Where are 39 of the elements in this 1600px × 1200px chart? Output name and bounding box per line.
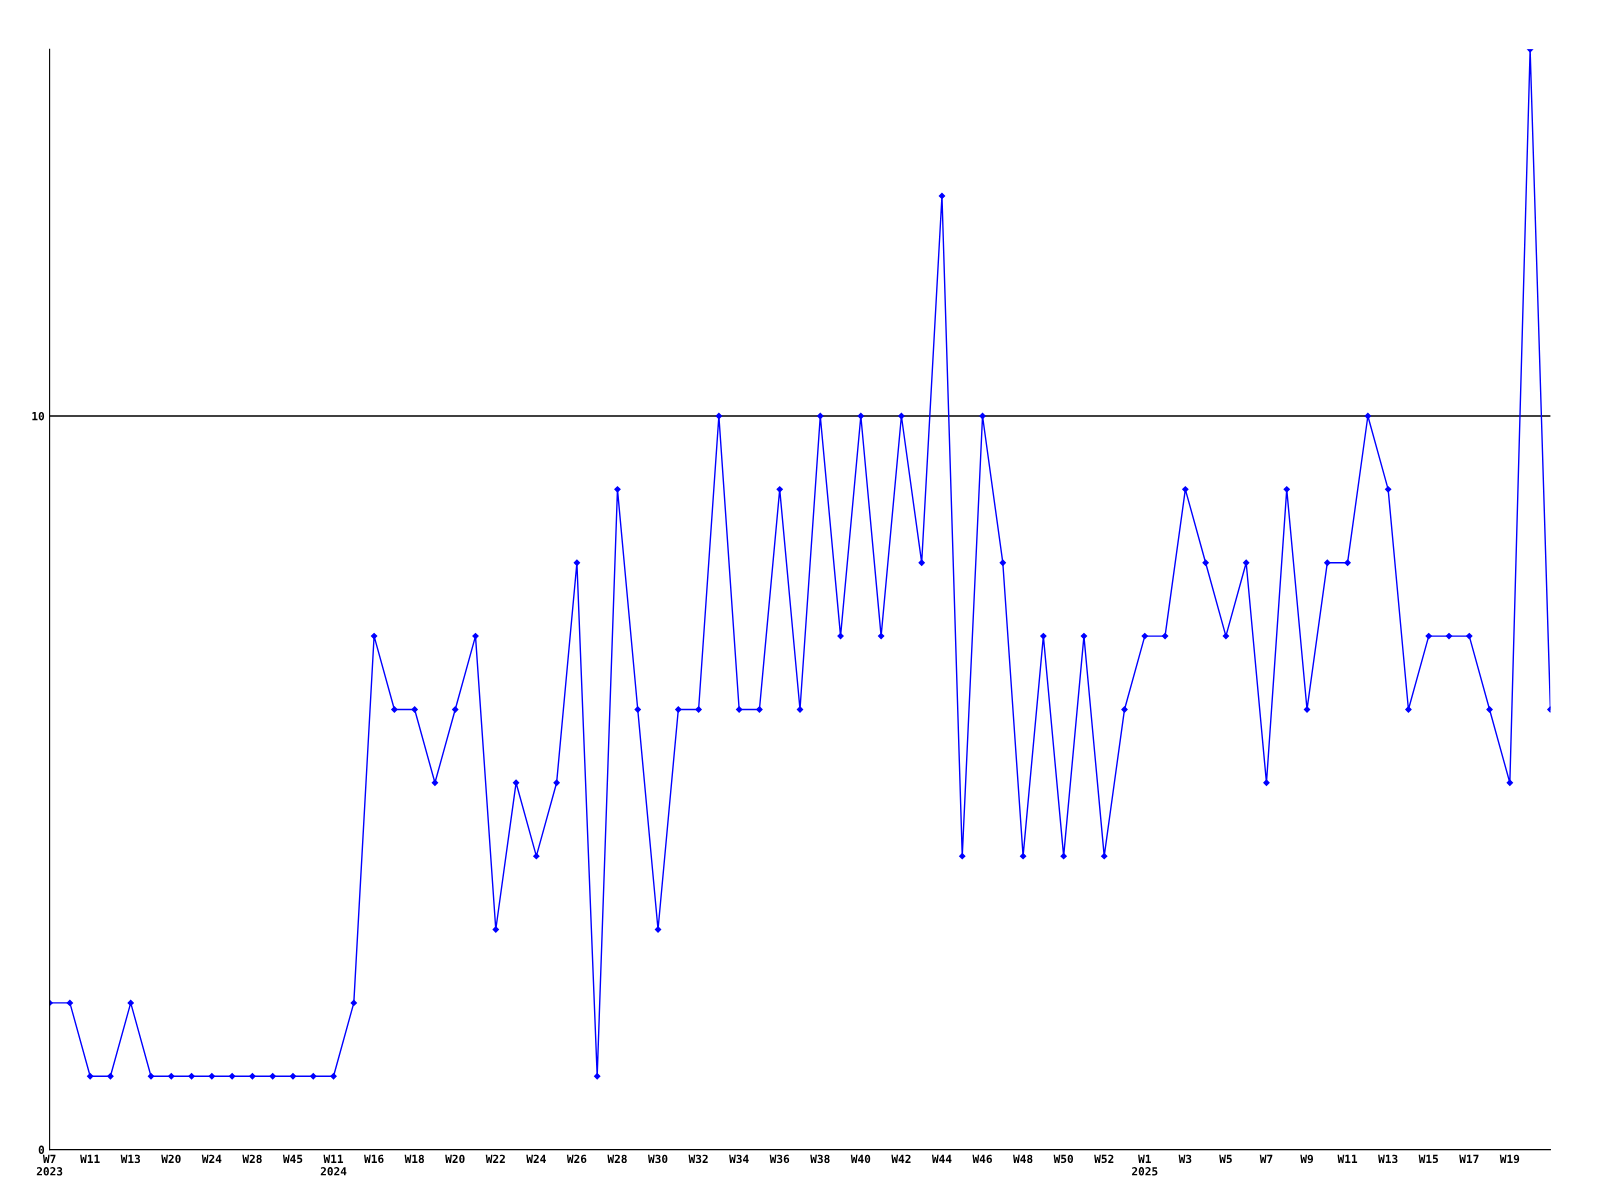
x-tick-label: W1 2025 (1132, 1154, 1158, 1176)
x-tick-label: W26 (566, 1154, 587, 1164)
x-tick-label: W46 (972, 1154, 992, 1164)
x-tick-label: W24 (526, 1154, 546, 1163)
x-tick-label: W11 (80, 1154, 100, 1163)
y-tick-label: 0 (38, 1145, 45, 1154)
x-tick-label: W40 (850, 1154, 871, 1164)
x-tick-label: W22 (485, 1154, 505, 1163)
x-tick-label: W7 2023 (36, 1154, 63, 1176)
x-tick-label: W13 (1378, 1154, 1398, 1164)
x-tick-label: W11 2024 (320, 1154, 347, 1176)
x-tick-label: W16 (364, 1154, 384, 1164)
x-tick-label: W20 (445, 1154, 465, 1164)
x-tick-label: W3 (1178, 1154, 1192, 1164)
x-tick-label: W45 (282, 1154, 303, 1164)
x-tick-label: W18 (404, 1154, 424, 1164)
x-tick-label: W17 (1459, 1154, 1479, 1163)
x-tick-label: W32 (688, 1154, 708, 1164)
x-tick-label: W13 (120, 1154, 141, 1164)
x-tick-label: W15 (1418, 1154, 1438, 1164)
x-tick-label: W9 (1300, 1154, 1314, 1164)
x-tick-label: W38 (810, 1154, 830, 1164)
x-tick-label: W50 (1053, 1154, 1074, 1164)
x-tick-label: W20 (161, 1154, 181, 1164)
x-tick-label: W5 (1219, 1154, 1232, 1164)
x-tick-label: W28 (242, 1154, 262, 1164)
x-tick-label: W28 (607, 1154, 627, 1164)
x-tick-label: W7 (1259, 1154, 1273, 1163)
x-tick-label: W34 (729, 1154, 749, 1164)
x-tick-label: W36 (769, 1154, 790, 1164)
y-tick-label: 10 (32, 411, 45, 421)
x-tick-label: W30 (648, 1154, 668, 1164)
x-tick-label: W48 (1013, 1154, 1033, 1164)
x-tick-label: W42 (891, 1154, 911, 1163)
x-tick-label: W52 (1094, 1154, 1114, 1164)
x-tick-label: W11 (1337, 1154, 1358, 1163)
x-tick-label: W44 (931, 1154, 952, 1163)
x-tick-label: W19 (1499, 1154, 1520, 1164)
x-tick-label: W24 (201, 1154, 222, 1163)
